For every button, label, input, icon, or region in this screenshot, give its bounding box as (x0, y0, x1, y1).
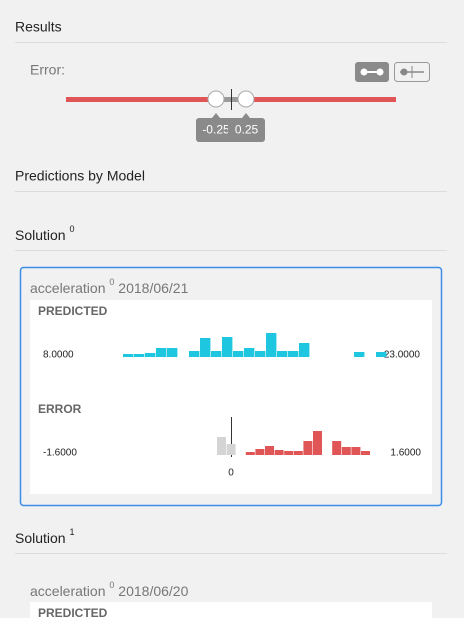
histogram-bar (266, 333, 277, 357)
histogram-bar (288, 351, 299, 357)
range-mode-toggle[interactable] (355, 62, 430, 82)
min-label: -1.6000 (43, 448, 77, 459)
histogram-title: ERROR (38, 402, 82, 416)
histogram-title: PREDICTED (38, 606, 108, 618)
section-title: Results (15, 19, 62, 35)
solution-title: Solution 1 (15, 527, 75, 545)
histogram-bar (245, 452, 255, 455)
zero-label: 0 (228, 468, 234, 479)
histogram-bar (189, 351, 200, 357)
handle-label: 0.25 (235, 123, 259, 137)
histogram-bar (313, 431, 322, 455)
histogram-title: PREDICTED (38, 304, 108, 318)
histogram-bar (123, 354, 134, 357)
histogram-bar (274, 450, 284, 455)
slider-handle[interactable] (237, 90, 255, 108)
histogram-bar (255, 449, 265, 455)
icon (376, 68, 384, 76)
histogram-bar (277, 351, 288, 357)
min-label: 8.0000 (43, 350, 74, 361)
histogram-bar (361, 451, 370, 455)
histogram-bar (299, 343, 310, 357)
histogram-bar (211, 351, 222, 357)
histogram-bar (226, 444, 236, 455)
solution-title: Solution 0 (15, 224, 75, 242)
handle-label: -0.25 (202, 123, 230, 137)
card-panel (30, 300, 432, 494)
histogram-bar (217, 437, 226, 455)
histogram-bar (167, 348, 178, 357)
handle-label-arrow (212, 113, 220, 118)
histogram-bar (244, 348, 255, 357)
histogram-bar (293, 451, 303, 455)
card-title: acceleration 0 2018/06/20 (30, 580, 189, 598)
histogram-bar (376, 352, 387, 357)
card-title: acceleration 0 2018/06/21 (30, 277, 189, 295)
histogram-bar (233, 351, 244, 357)
handle-label-box (196, 118, 236, 142)
histogram-bar (222, 337, 233, 357)
handle-label-arrow (242, 113, 250, 118)
handle-label-box (228, 118, 265, 142)
histogram-bar (156, 348, 167, 357)
histogram-bar (200, 338, 211, 357)
histogram-bar (255, 351, 266, 357)
histogram-bar (341, 447, 351, 455)
slider-handle[interactable] (207, 90, 225, 108)
histogram-bar (354, 352, 365, 357)
histogram-bar (265, 446, 274, 455)
error-slider[interactable]: -0.25 0.25 (66, 89, 396, 142)
histogram-bar (303, 441, 313, 455)
histogram-bar (332, 441, 342, 455)
histogram-bar (134, 354, 145, 357)
icon (360, 68, 368, 76)
icon (400, 68, 408, 76)
histogram-bar (145, 353, 156, 357)
section-title: Predictions by Model (15, 168, 145, 184)
histogram-bar (351, 447, 361, 455)
max-label: 23.0000 (384, 350, 421, 361)
histogram-bar (284, 451, 294, 455)
error-label: Error: (30, 62, 65, 78)
card-panel (30, 602, 432, 618)
max-label: 1.6000 (390, 448, 421, 459)
